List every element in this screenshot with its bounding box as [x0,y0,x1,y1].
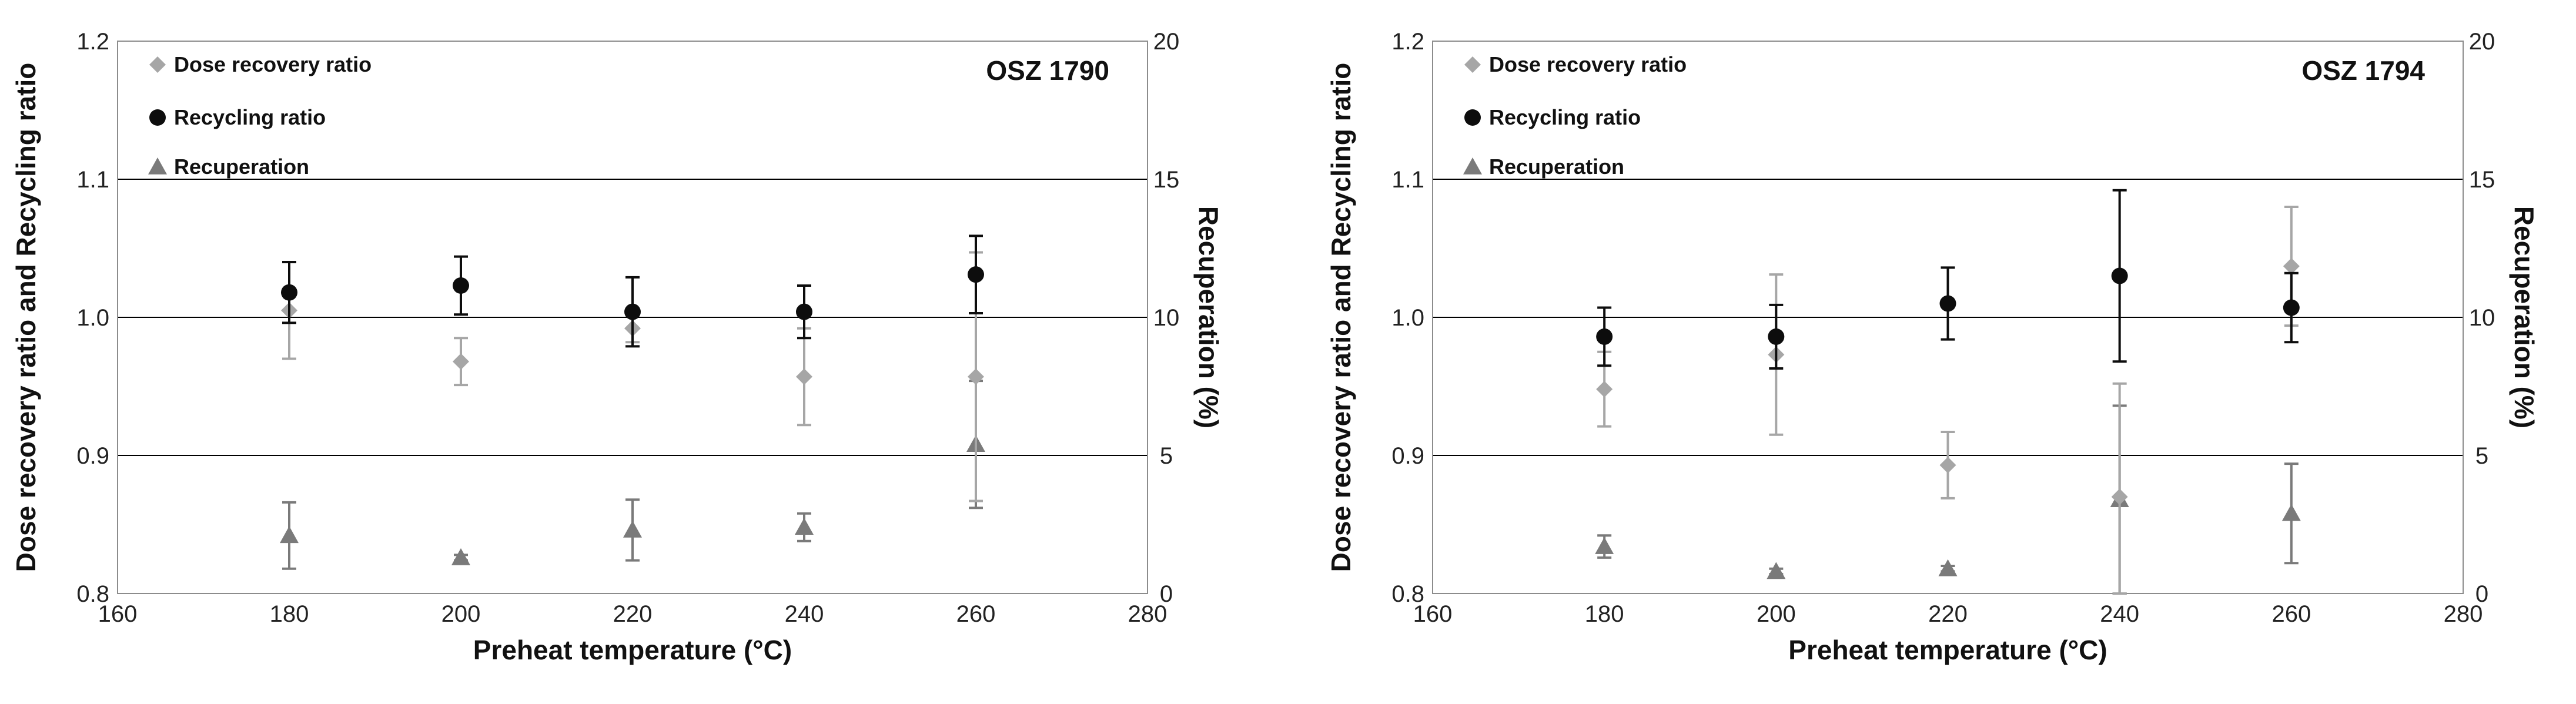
legend-label: Recuperation [174,155,309,179]
y2-axis-label: Recuperation (%) [1193,206,1224,428]
data-point [1767,562,1786,579]
data-point [1768,328,1785,345]
legend-marker [149,109,166,126]
data-point [623,520,642,538]
x-tick-label: 180 [270,601,309,627]
y2-axis-label: Recuperation (%) [2509,206,2540,428]
x-axis-label: Preheat temperature (°C) [473,635,792,665]
data-point [2281,504,2301,521]
y2-tick-label: 0 [1160,581,1173,607]
y-tick-label: 0.8 [1391,581,1424,607]
x-tick-label: 260 [2271,601,2311,627]
x-tick-label: 200 [1757,601,1796,627]
legend-label: Recycling ratio [1489,105,1641,129]
data-point [795,518,814,535]
data-point [624,303,641,320]
data-point [281,284,297,301]
data-point [453,353,469,370]
y-tick-label: 1.0 [1391,305,1424,331]
data-point [453,277,469,294]
sample-label: OSZ 1790 [986,55,1109,86]
y-tick-label: 0.9 [1391,443,1424,469]
data-point [968,266,984,283]
y2-tick-label: 20 [2469,29,2495,55]
data-point [1938,559,1958,576]
y-tick-label: 1.1 [76,167,109,193]
data-point [968,368,984,385]
x-tick-label: 160 [98,601,138,627]
data-point [2111,488,2128,505]
x-tick-label: 180 [1585,601,1624,627]
data-point [451,548,470,565]
data-point [1595,537,1614,554]
y2-tick-label: 10 [2469,305,2495,331]
data-point [2111,267,2128,284]
data-point [1939,457,1956,474]
y2-tick-label: 20 [1153,29,1180,55]
data-point [1939,295,1956,312]
x-tick-label: 260 [956,601,996,627]
x-tick-label: 280 [1128,601,1167,627]
legend-marker [1464,109,1481,126]
legend-marker [1463,157,1482,175]
plot-area [1432,41,2464,594]
legend-label: Recycling ratio [174,105,326,129]
x-axis-label: Preheat temperature (°C) [1788,635,2107,665]
y2-tick-label: 5 [2475,443,2488,469]
x-tick-label: 220 [613,601,653,627]
y2-tick-label: 5 [1160,443,1173,469]
data-point [1596,381,1613,398]
data-point [280,526,299,544]
y2-tick-label: 15 [1153,167,1180,193]
legend-marker [1464,56,1481,73]
y-tick-label: 1.2 [76,29,109,55]
data-point [1596,328,1613,345]
x-tick-label: 280 [2444,601,2483,627]
error-bar [2112,382,2127,595]
y2-tick-label: 0 [2475,581,2488,607]
x-tick-label: 200 [441,601,481,627]
chart-panel-2: 0.8 0.9 1.0 1.1 1.2 0 5 10 15 20 160 180 200 220 240 26… [1326,29,2540,665]
legend-label: Dose recovery ratio [1489,52,1687,76]
legend-label: Recuperation [1489,155,1624,179]
sample-label: OSZ 1794 [2301,55,2425,86]
y2-tick-label: 10 [1153,305,1180,331]
data-point [796,303,812,320]
y-tick-label: 1.1 [1391,167,1424,193]
data-point [796,368,812,385]
legend-marker [148,157,167,175]
data-point [2283,299,2300,316]
y-axis-label: Dose recovery ratio and Recycling ratio [11,63,41,572]
y-tick-label: 1.0 [76,305,109,331]
x-tick-label: 220 [1928,601,1968,627]
y-axis-label: Dose recovery ratio and Recycling ratio [1326,63,1356,572]
y-tick-label: 0.8 [76,581,109,607]
x-tick-label: 240 [785,601,824,627]
legend-label: Dose recovery ratio [174,52,372,76]
y-tick-label: 1.2 [1391,29,1424,55]
data-point [2283,258,2300,275]
chart-panel-1: 0.8 0.9 1.0 1.1 1.2 0 5 10 15 20 160 180 200 220 240 26… [11,29,1224,665]
x-tick-label: 240 [2100,601,2139,627]
plot-area [117,41,1148,594]
y2-tick-label: 15 [2469,167,2495,193]
legend-marker [149,56,166,73]
y-tick-label: 0.9 [76,443,109,469]
x-tick-label: 160 [1413,601,1453,627]
